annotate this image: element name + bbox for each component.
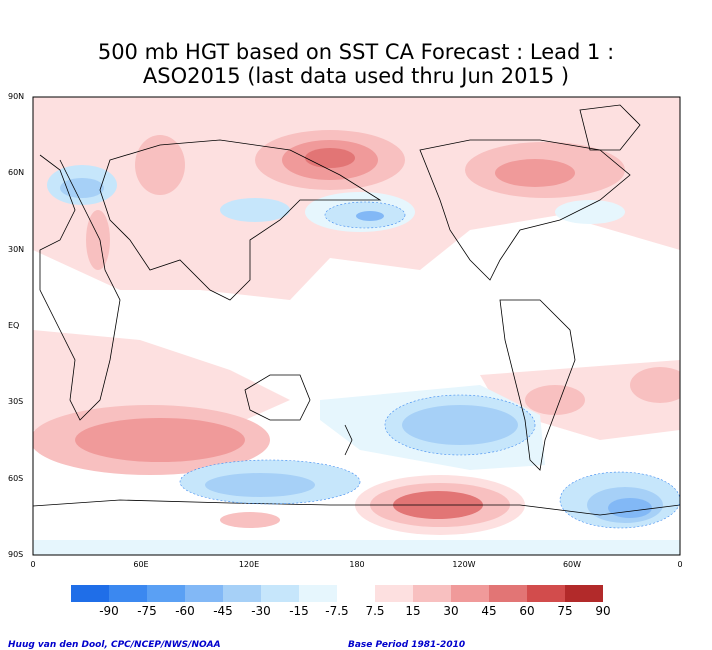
lat-label: 60N xyxy=(8,168,25,177)
legend-label: -75 xyxy=(137,604,157,618)
legend-swatch xyxy=(489,585,527,602)
lon-label: 120E xyxy=(238,560,260,569)
legend-label: 45 xyxy=(481,604,497,618)
legend-label: -90 xyxy=(99,604,119,618)
legend-swatch xyxy=(337,585,375,602)
lat-label: 30S xyxy=(8,397,24,406)
lat-label: 30N xyxy=(8,245,25,254)
lon-label: 60E xyxy=(133,560,149,569)
negative-contours xyxy=(179,201,680,529)
legend-label: 15 xyxy=(405,604,421,618)
legend-swatch xyxy=(527,585,565,602)
legend-label: -15 xyxy=(289,604,309,618)
lon-label: 60W xyxy=(562,560,582,569)
map-title-line1: 500 mb HGT based on SST CA Forecast : Le… xyxy=(97,40,615,64)
coastlines xyxy=(33,104,680,516)
anomaly-field xyxy=(33,97,680,555)
lon-label: 0 xyxy=(30,560,36,569)
legend-swatch xyxy=(299,585,337,602)
lat-label: 90S xyxy=(8,550,24,559)
legend-label: 90 xyxy=(595,604,611,618)
legend-label: 60 xyxy=(519,604,535,618)
lat-label: 90N xyxy=(8,92,25,101)
lat-label: EQ xyxy=(8,321,20,330)
lon-label: 180 xyxy=(349,560,365,569)
legend-label: -60 xyxy=(175,604,195,618)
legend-swatch xyxy=(147,585,185,602)
legend-label: -30 xyxy=(251,604,271,618)
legend-label: 75 xyxy=(557,604,573,618)
legend-swatch xyxy=(375,585,413,602)
legend-swatch xyxy=(185,585,223,602)
legend-label: -45 xyxy=(213,604,233,618)
legend-label: -7.5 xyxy=(325,604,349,618)
lon-label: 120W xyxy=(452,560,476,569)
lat-label: 60S xyxy=(8,474,24,483)
legend-swatch xyxy=(109,585,147,602)
legend-label: 30 xyxy=(443,604,459,618)
map-title-line2: ASO2015 (last data used thru Jun 2015 ) xyxy=(142,64,570,88)
legend-swatch xyxy=(565,585,603,602)
credit-author: Huug van den Dool, CPC/NCEP/NWS/NOAA xyxy=(8,640,221,650)
credit-base-period: Base Period 1981-2010 xyxy=(348,640,466,650)
legend-swatch xyxy=(71,585,109,602)
legend-swatch xyxy=(223,585,261,602)
legend-swatch xyxy=(261,585,299,602)
legend-swatch xyxy=(413,585,451,602)
map-frame xyxy=(32,96,681,556)
legend-label: 7.5 xyxy=(365,604,385,618)
lon-label: 0 xyxy=(677,560,683,569)
legend-swatch xyxy=(451,585,489,602)
